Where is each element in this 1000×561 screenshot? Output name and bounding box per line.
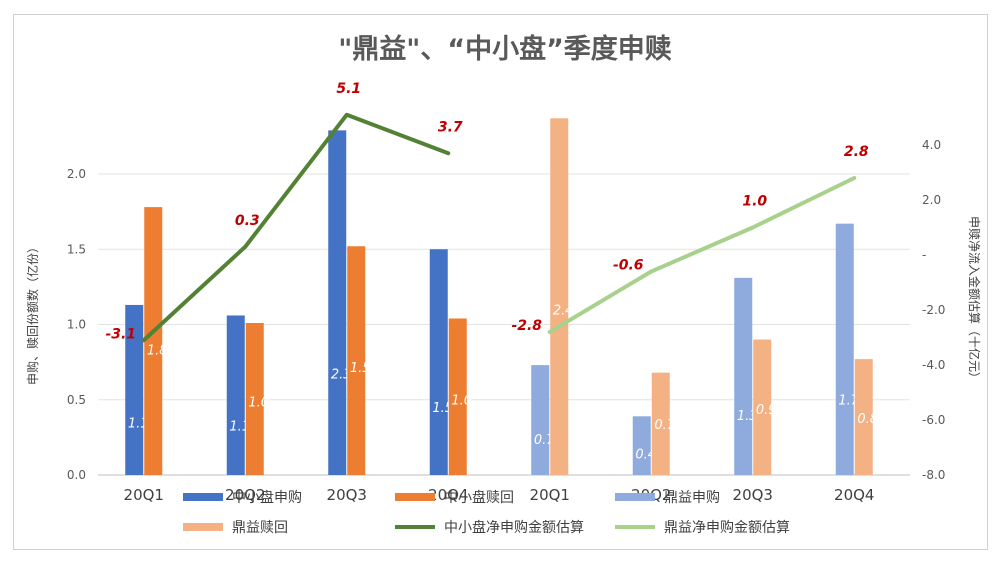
- x-tick-label: 20Q3: [327, 486, 367, 504]
- series-line: [141, 112, 451, 343]
- bar: [531, 365, 550, 475]
- line-data-label: 5.1: [336, 81, 361, 97]
- y-axis-title: 申购、赎回份额数（亿份）: [25, 241, 40, 385]
- bar-data-label: 1.0: [451, 394, 472, 409]
- bar-data-label: 1.3: [737, 409, 758, 424]
- bar-data-label: 1.5: [432, 401, 453, 416]
- y-tick-label: 0.5: [67, 393, 86, 407]
- legend-label: 鼎益赎回: [232, 519, 288, 536]
- bar-data-label: 1.7: [838, 394, 859, 409]
- x-tick-label: 20Q1: [530, 486, 570, 504]
- bar: [753, 339, 772, 475]
- bar: [550, 118, 569, 475]
- y2-tick-label: -6.0: [922, 413, 945, 427]
- bar-data-label: 0.8: [857, 412, 878, 427]
- bar-data-label: 0.7: [534, 433, 555, 448]
- x-tick-label: 20Q2: [225, 486, 265, 504]
- legend-label: 中小盘净申购金额估算: [444, 519, 584, 536]
- legend-swatch: [183, 493, 223, 501]
- bar-data-label: 0.9: [756, 403, 777, 418]
- y-tick-label: 1.0: [67, 318, 86, 332]
- legend-swatch: [183, 523, 223, 531]
- y-tick-label: 1.5: [67, 242, 86, 256]
- bar: [347, 246, 366, 475]
- y2-tick-label: -4.0: [922, 358, 945, 372]
- bar: [448, 318, 467, 475]
- line-data-label: -3.1: [105, 326, 136, 342]
- line-data-label: -0.6: [613, 258, 644, 274]
- bar-data-label: 1.0: [248, 396, 269, 411]
- chart-title: "鼎益"、“中小盘”季度申赎: [338, 33, 672, 65]
- bar: [328, 130, 347, 476]
- x-tick-label: 20Q3: [733, 486, 773, 504]
- y2-tick-label: -: [922, 248, 926, 262]
- bar: [144, 207, 163, 476]
- line-data-label: 3.7: [438, 119, 463, 135]
- y2-axis-title: 申赎净流入金额估算（十亿元）: [967, 216, 982, 384]
- bar: [734, 277, 753, 475]
- legend-label: 鼎益净申购金额估算: [664, 520, 790, 536]
- y2-tick-label: 2.0: [922, 193, 941, 207]
- bar-data-label: 2.4: [553, 303, 574, 318]
- line-data-label: 2.8: [844, 144, 869, 160]
- y2-tick-label: 4.0: [922, 138, 941, 152]
- y-tick-label: 2.0: [67, 167, 86, 181]
- legend-label: 鼎益申购: [664, 490, 720, 506]
- line-data-label: 1.0: [742, 194, 767, 210]
- bar: [125, 304, 144, 475]
- x-tick-label: 20Q4: [428, 486, 468, 504]
- bar-data-label: 1.1: [128, 416, 149, 431]
- bar: [632, 416, 651, 475]
- bar: [854, 359, 873, 475]
- bar-data-label: 1.5: [350, 361, 371, 376]
- bar: [429, 249, 448, 475]
- x-tick-label: 20Q4: [834, 486, 874, 504]
- bar-data-label: 1.1: [229, 419, 250, 434]
- legend-label: 中小盘赎回: [444, 489, 514, 506]
- legend-swatch: [615, 493, 655, 501]
- series-line: [547, 176, 857, 334]
- bar-data-label: 1.8: [147, 343, 168, 358]
- x-tick-label: 20Q1: [124, 486, 164, 504]
- y-tick-label: 0.0: [67, 468, 86, 482]
- legend-label: 中小盘申购: [232, 489, 302, 506]
- bar-data-label: 0.7: [654, 418, 675, 433]
- line-data-label: -2.8: [511, 318, 542, 334]
- bar: [226, 315, 245, 475]
- bar: [245, 322, 264, 475]
- y2-tick-label: -2.0: [922, 303, 945, 317]
- bar: [835, 223, 854, 475]
- bar: [651, 372, 670, 475]
- bar-data-label: 0.4: [635, 448, 656, 463]
- chart-frame: [13, 14, 988, 550]
- line-data-label: 0.3: [235, 213, 260, 229]
- bar-data-label: 2.3: [331, 367, 352, 382]
- y2-tick-label: -8.0: [922, 468, 945, 482]
- legend-swatch: [395, 493, 435, 501]
